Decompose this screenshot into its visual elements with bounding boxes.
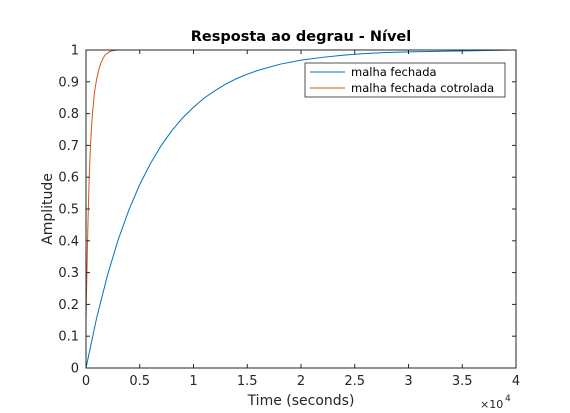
y-tick-label: 0.2 <box>58 298 79 313</box>
x-tick-label: 4 <box>512 374 520 389</box>
x-axis-label: Time (seconds) <box>247 393 355 409</box>
x-tick-label: 1 <box>189 374 197 389</box>
x-tick-label: 0.5 <box>129 374 150 389</box>
chart-title: Resposta ao degrau - Nível <box>191 29 412 45</box>
x-axis-multiplier-base: ×10 <box>480 398 503 411</box>
legend: malha fechada malha fechada cotrolada <box>305 63 505 97</box>
legend-label-malha-fechada-cotrolada: malha fechada cotrolada <box>351 81 494 95</box>
y-tick-label: 1 <box>71 44 79 59</box>
x-tick-label: 1.5 <box>237 374 258 389</box>
y-tick-label: 0 <box>71 362 79 377</box>
x-tick-label: 3.5 <box>452 374 473 389</box>
x-tick-label: 2 <box>297 374 305 389</box>
y-tick-label: 0.9 <box>58 75 79 90</box>
y-tick-label: 0.3 <box>58 266 79 281</box>
y-tick-label: 0.7 <box>58 139 79 154</box>
x-tick-label: 0 <box>82 374 90 389</box>
x-tick-label: 3 <box>404 374 412 389</box>
y-tick-label: 0.1 <box>58 330 79 345</box>
y-tick-label: 0.8 <box>58 107 79 122</box>
y-tick-label: 0.5 <box>58 203 79 218</box>
legend-label-malha-fechada: malha fechada <box>351 65 437 79</box>
y-tick-label: 0.4 <box>58 234 79 249</box>
x-axis-multiplier-exponent: 4 <box>505 394 511 404</box>
y-tick-label: 0.6 <box>58 171 79 186</box>
y-axis-label: Amplitude <box>40 173 56 245</box>
x-tick-label: 2.5 <box>344 374 365 389</box>
plot-area <box>86 50 516 368</box>
